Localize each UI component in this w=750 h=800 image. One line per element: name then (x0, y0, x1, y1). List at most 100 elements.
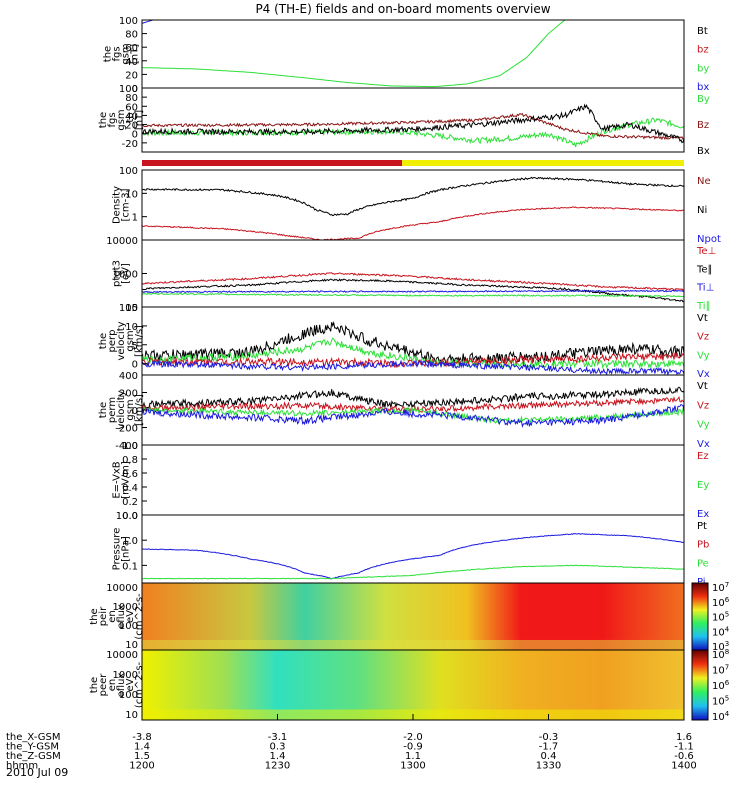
ytick-label: 15 (125, 303, 138, 314)
legend-Ni: Ni (697, 205, 707, 216)
series-Vt (141, 320, 685, 366)
series-Pe (141, 564, 685, 580)
xaxis-row-value: -0.6 (674, 751, 694, 762)
legend-Te⊥: Te⊥ (696, 246, 716, 257)
ylabel-line: velocity (116, 321, 127, 360)
series-By (141, 117, 685, 148)
legend-Vt: Vt (697, 313, 708, 324)
xaxis-row-value: -3.8 (132, 732, 152, 743)
ylabel-line: [cm-3] (121, 188, 132, 221)
ylabel: thefgsgsm_tb[nT] (98, 109, 145, 130)
legend-Vy: Vy (697, 350, 710, 361)
legend-Npot: Npot (697, 234, 721, 245)
spectrogram (142, 583, 684, 650)
ytick-label: 0 (132, 84, 138, 95)
ytick-label: 10 (125, 640, 138, 651)
ytick-label: 20 (125, 70, 138, 81)
xaxis-row-value: 1.4 (134, 742, 150, 753)
legend-Ti∥: Ti∥ (696, 301, 711, 312)
ylabel-line: the (103, 46, 114, 62)
ytick-label: 10 (125, 189, 138, 200)
series-by (141, 19, 684, 88)
ylabel-line: eflux (116, 604, 127, 629)
ytick-label: 0.8 (122, 455, 138, 466)
ytick-label: 10 (125, 322, 138, 333)
ylabel-line: E=-VxB (112, 461, 123, 498)
panel-frame (141, 514, 685, 584)
legend-Te∥: Te∥ (696, 264, 713, 275)
legend-Vt: Vt (697, 381, 708, 392)
ytick-label: 10 (125, 710, 138, 721)
xaxis-row-value: 1.4 (270, 751, 286, 762)
ylabel: thepermvelocitygsm[km/s] (98, 390, 145, 429)
series-Bx (141, 103, 685, 144)
legend-Pb: Pb (697, 540, 709, 551)
mode-bar (142, 160, 403, 166)
panel-frame (141, 19, 685, 89)
legend-By: By (697, 94, 710, 105)
panel-pressure: Pressure[nPa]0.11.010.0PtPbPePi (112, 511, 710, 588)
legend-Vz: Vz (697, 332, 709, 343)
ylabel-line: eV (125, 678, 136, 691)
xaxis-row-value: 0.3 (270, 742, 286, 753)
ylabel-line: [mV/m] (121, 461, 132, 499)
ytick-label: 10000 (106, 236, 138, 247)
ylabel-line: [km/s] (134, 394, 145, 426)
ylabel-line: [km/s] (134, 325, 145, 357)
xaxis-row-value: -3.1 (268, 732, 288, 743)
ylabel: Pressure[nPa] (112, 528, 132, 571)
ytick-label: 0.0 (122, 511, 138, 522)
ytick-label: 100 (119, 303, 138, 314)
panel-ion-efux: thepeirenefluxeV(cm^2-s-sr-eV)1031041051… (89, 581, 730, 653)
panels: thefgsgsm[nT]020406080100Btbzbybxthefgsg… (89, 16, 730, 723)
ylabel-line: perm (107, 397, 118, 423)
ytick-label: 5 (132, 341, 138, 352)
ylabel-line: fgs (112, 46, 123, 61)
ylabel-line: ptgt3 (112, 260, 123, 287)
ylabel-line: en (107, 679, 118, 692)
series-Vy (141, 337, 685, 370)
ytick-label: 0 (132, 130, 138, 141)
xaxis-row-value: 0.4 (541, 751, 557, 762)
colorbar-tick: 107 (712, 581, 729, 594)
ytick-label: 20 (125, 121, 138, 132)
ylabel-line: eflux (116, 673, 127, 698)
ytick-label: 40 (125, 111, 138, 122)
panel-frame (141, 169, 685, 241)
series-Ti∥ (141, 292, 685, 298)
xaxis-row-value: 1330 (536, 761, 561, 772)
ylabel-line: en (107, 610, 118, 623)
colorbar-tick: 106 (712, 679, 730, 692)
colorbar-tick: 105 (712, 695, 729, 708)
colorbar (691, 582, 709, 651)
ytick-label: -400 (115, 441, 138, 452)
ylabel-line: the (98, 402, 109, 418)
ylabel-line: [nT] (130, 44, 141, 64)
series-Ni (141, 176, 685, 217)
xaxis-row-label: the_Z-GSM (6, 751, 61, 762)
xaxis-row-value: 1230 (265, 761, 290, 772)
series-Ti⊥ (141, 289, 685, 294)
ytick-label: 0.1 (122, 561, 138, 572)
mode-bar (402, 160, 684, 166)
legend-Ez: Ez (697, 451, 709, 462)
ytick-label: 10.0 (116, 511, 138, 522)
xaxis-row-value: -0.3 (539, 732, 559, 743)
panel-frame (141, 87, 685, 153)
ytick-label: 1 (132, 213, 138, 224)
colorbar-tick: 107 (712, 664, 729, 677)
colorbar-tick: 105 (712, 611, 729, 624)
legend-Bz: Bz (697, 120, 709, 131)
ylabel-line: [nPa] (121, 536, 132, 562)
panel-perm-velocity: thepermvelocitygsm[km/s] -400 -200 0 200 400 V… (98, 371, 710, 452)
ylabel: ptgt3[eV] (112, 260, 132, 287)
ytick-label: 1000 (113, 602, 138, 613)
ylabel-line: (cm^2-s- (134, 593, 145, 640)
ylabel-line: the (89, 608, 100, 624)
series-Bz (141, 112, 685, 141)
colorbar-tick: 108 (712, 648, 729, 661)
xaxis-row-label: hhmm (6, 761, 38, 772)
xaxis-row-value: -1.7 (539, 742, 559, 753)
ylabel: E=-VxB[mV/m] (112, 461, 132, 499)
